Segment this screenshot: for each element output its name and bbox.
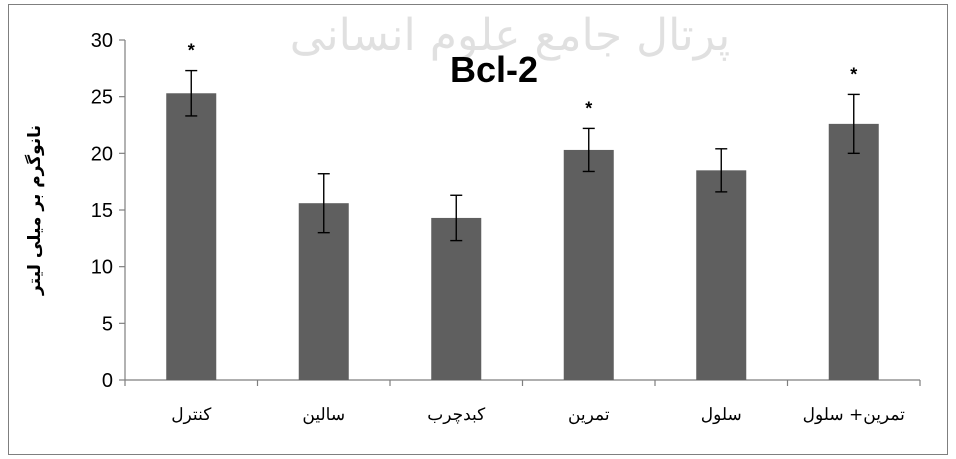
significance-marker: * (585, 98, 592, 118)
y-tick-label: 10 (91, 257, 113, 279)
watermark-text: پرتال جامع علوم انسانی (290, 10, 731, 61)
labels: 0 5 10 15 20 25 30 * کنترل سالین کبدچرب * تمرین سلول *… (91, 30, 905, 425)
category-label: سلول (701, 405, 742, 425)
category-label: کبدچرب (427, 405, 486, 425)
chart-title: Bcl-2 (450, 49, 538, 90)
bar-6 (828, 123, 879, 380)
category-label: تمرین (568, 405, 610, 425)
category-label: کنترل (171, 405, 212, 425)
y-tick-label: 15 (91, 200, 113, 222)
significance-marker: * (188, 41, 195, 61)
y-tick-label: 20 (91, 143, 113, 165)
y-tick-label: 0 (102, 370, 113, 392)
significance-marker: * (850, 64, 857, 84)
bars (166, 69, 879, 381)
bar-4 (563, 149, 614, 380)
y-tick-label: 5 (102, 313, 113, 335)
bar-1 (166, 93, 217, 381)
axes (119, 39, 921, 386)
y-tick-label: 30 (91, 30, 113, 52)
y-axis-label: نانوگرم بر میلی لیتر (24, 125, 45, 296)
bar-3 (431, 217, 482, 380)
category-label: تمرین+ سلول (803, 405, 906, 425)
bar-5 (696, 170, 747, 380)
category-label: سالین (302, 405, 345, 425)
y-tick-label: 25 (91, 87, 113, 109)
